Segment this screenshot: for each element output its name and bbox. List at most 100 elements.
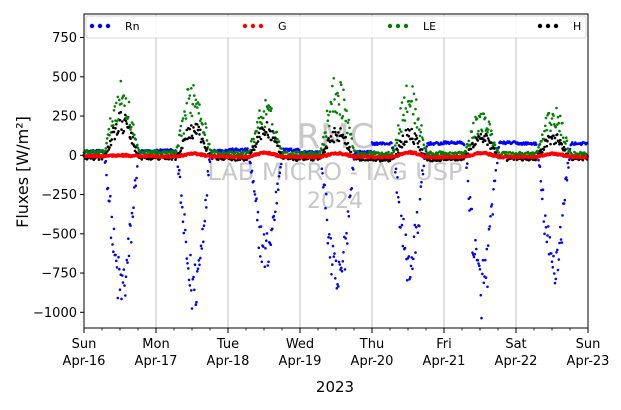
data-point-rn bbox=[484, 258, 487, 262]
data-point-h bbox=[263, 133, 267, 137]
data-point-le bbox=[337, 94, 340, 98]
data-point-rn bbox=[256, 210, 260, 214]
data-point-le bbox=[562, 136, 565, 139]
data-point-le bbox=[181, 119, 184, 123]
y-tick-label: −500 bbox=[41, 227, 77, 242]
data-point-rn bbox=[328, 256, 332, 259]
data-point-le bbox=[277, 140, 281, 143]
data-point-rn bbox=[557, 258, 561, 261]
data-point-rn bbox=[178, 168, 181, 172]
data-point-rn bbox=[253, 193, 257, 196]
data-point-le bbox=[399, 107, 402, 110]
data-point-rn bbox=[344, 237, 348, 240]
data-point-h bbox=[270, 138, 273, 142]
data-point-rn bbox=[391, 146, 395, 149]
data-point-le bbox=[180, 134, 183, 138]
data-point-h bbox=[274, 136, 277, 140]
data-point-le bbox=[490, 129, 493, 132]
data-point-rn bbox=[341, 260, 345, 263]
x-tick-label-date: Apr-20 bbox=[351, 354, 394, 369]
data-point-h bbox=[191, 136, 195, 140]
legend-label-le: LE bbox=[423, 20, 436, 33]
data-point-rn bbox=[328, 233, 331, 236]
data-point-h bbox=[271, 130, 274, 133]
data-point-rn bbox=[202, 224, 206, 227]
data-point-rn bbox=[418, 224, 421, 228]
data-point-le bbox=[418, 134, 422, 138]
data-point-le bbox=[338, 113, 342, 116]
data-point-rn bbox=[203, 219, 207, 223]
data-point-h bbox=[486, 137, 490, 140]
data-point-le bbox=[115, 101, 118, 105]
data-point-h bbox=[188, 127, 192, 131]
data-point-rn bbox=[494, 169, 498, 172]
legend-marker-h bbox=[537, 23, 543, 29]
data-point-rn bbox=[117, 255, 120, 259]
data-point-rn bbox=[491, 213, 495, 216]
data-point-h bbox=[415, 137, 419, 140]
data-point-rn bbox=[181, 220, 185, 223]
data-point-le bbox=[129, 128, 132, 131]
legend-marker-h bbox=[545, 23, 551, 29]
data-point-h bbox=[267, 136, 270, 139]
data-point-le bbox=[130, 121, 134, 124]
data-point-h bbox=[185, 128, 189, 132]
data-point-le bbox=[559, 133, 563, 137]
data-point-le bbox=[481, 130, 484, 133]
data-point-rn bbox=[278, 171, 282, 174]
data-point-le bbox=[342, 88, 345, 92]
data-point-le bbox=[267, 104, 270, 107]
data-point-rn bbox=[263, 265, 267, 269]
data-point-rn bbox=[496, 161, 499, 165]
y-tick-label: 750 bbox=[52, 31, 77, 46]
data-point-rn bbox=[190, 307, 194, 310]
data-point-le bbox=[414, 107, 417, 111]
data-point-h bbox=[560, 142, 564, 146]
data-point-le bbox=[369, 150, 372, 154]
data-point-le bbox=[122, 94, 126, 97]
data-point-h bbox=[118, 118, 122, 122]
data-point-le bbox=[490, 132, 494, 136]
data-point-rn bbox=[553, 281, 557, 285]
data-point-le bbox=[120, 102, 123, 105]
data-point-rn bbox=[132, 206, 135, 209]
data-point-le bbox=[497, 151, 501, 154]
data-point-h bbox=[230, 158, 234, 162]
data-point-h bbox=[147, 157, 150, 161]
data-point-h bbox=[120, 128, 123, 131]
data-point-rn bbox=[199, 256, 202, 260]
data-point-rn bbox=[334, 259, 338, 263]
data-point-rn bbox=[126, 261, 129, 264]
data-point-le bbox=[556, 115, 560, 119]
data-point-h bbox=[410, 127, 414, 131]
data-point-rn bbox=[115, 266, 119, 269]
data-point-rn bbox=[415, 210, 419, 214]
data-point-rn bbox=[259, 225, 263, 228]
data-point-le bbox=[544, 124, 547, 128]
data-point-h bbox=[413, 132, 417, 135]
data-point-h bbox=[485, 134, 489, 137]
data-point-le bbox=[112, 124, 115, 127]
data-point-rn bbox=[466, 179, 470, 183]
data-point-le bbox=[488, 122, 492, 126]
data-point-h bbox=[331, 130, 335, 134]
data-point-rn bbox=[121, 274, 124, 277]
data-point-rn bbox=[337, 285, 340, 288]
data-point-le bbox=[565, 136, 568, 139]
data-point-h bbox=[486, 143, 489, 146]
data-point-rn bbox=[110, 215, 114, 219]
data-point-h bbox=[251, 145, 255, 149]
x-tick-label-day: Sun bbox=[576, 337, 601, 352]
data-point-h bbox=[403, 143, 406, 146]
data-point-le bbox=[269, 109, 273, 112]
x-tick-label-day: Tue bbox=[216, 337, 239, 352]
data-point-le bbox=[341, 115, 345, 118]
data-point-le bbox=[105, 141, 108, 145]
data-point-h bbox=[109, 143, 113, 147]
data-point-le bbox=[335, 111, 339, 115]
data-point-le bbox=[343, 98, 346, 101]
data-point-rn bbox=[246, 147, 249, 150]
data-point-rn bbox=[194, 303, 198, 307]
data-point-rn bbox=[118, 267, 121, 271]
